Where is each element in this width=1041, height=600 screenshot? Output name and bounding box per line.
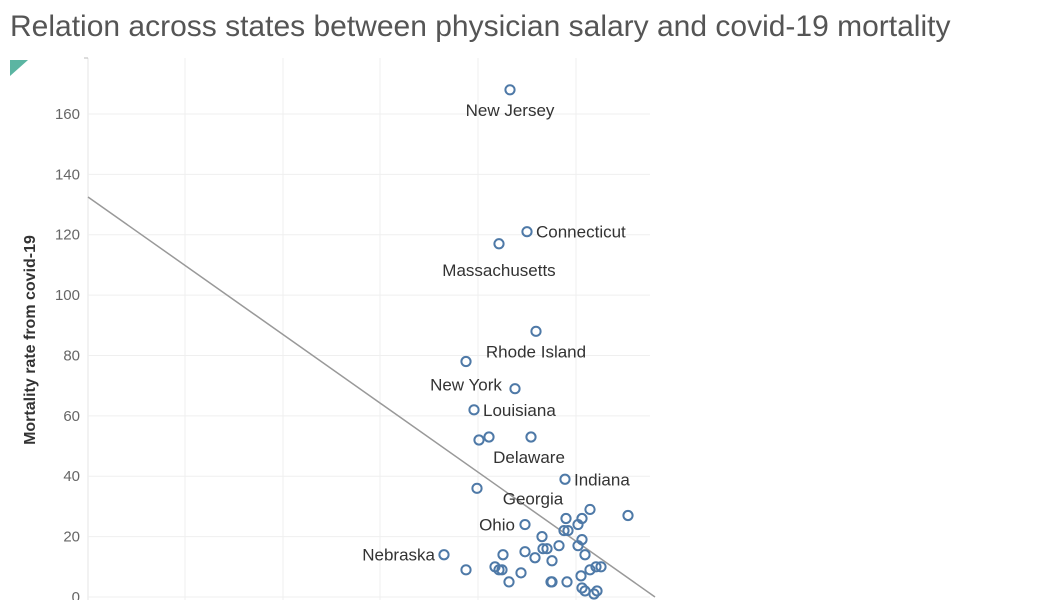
data-point[interactable] [471,482,483,494]
data-point[interactable] [504,84,516,96]
data-point[interactable] [561,576,573,588]
y-tick-label: 80 [63,347,80,364]
data-point[interactable] [537,543,549,555]
point-label: Louisiana [483,401,556,420]
data-point[interactable] [529,552,541,564]
y-tick-label: 20 [63,529,80,546]
trend-line [87,196,656,598]
data-point[interactable] [558,524,570,537]
data-point[interactable] [546,555,558,567]
horizontal-gridlines [88,113,650,598]
data-point[interactable] [515,567,527,579]
data-point[interactable] [530,325,542,337]
y-axis-ticks: 0 20 40 60 80 100 120 140 160 [55,106,80,600]
data-point[interactable] [572,518,584,531]
data-point[interactable] [541,543,553,555]
y-tick-label: 40 [63,468,80,485]
data-point[interactable] [493,238,505,250]
y-tick-label: 100 [55,287,80,304]
chart-title: Relation across states between physician… [10,10,951,43]
data-point[interactable] [519,518,531,531]
point-label: Delaware [493,448,565,467]
data-point[interactable] [588,588,600,600]
point-label: Rhode Island [486,342,586,361]
data-point[interactable] [576,582,588,594]
data-point[interactable] [590,561,602,573]
trend-line-group [87,196,656,598]
y-tick-label: 120 [55,227,80,244]
data-point[interactable] [559,473,571,485]
data-point[interactable] [622,509,634,522]
y-tick-label: 60 [63,408,80,425]
data-point[interactable] [521,226,533,238]
data-point[interactable] [496,564,508,576]
point-labels: New Jersey Connecticut Massachusetts Rhode … [362,101,630,565]
data-point[interactable] [473,434,485,446]
data-point[interactable] [519,546,531,558]
data-point[interactable] [562,524,574,537]
data-points [438,84,634,600]
data-point[interactable] [584,564,596,576]
y-tick-label: 0 [72,589,80,600]
point-label: Indiana [574,470,630,489]
data-point[interactable] [509,383,521,395]
data-point[interactable] [525,431,537,443]
vertical-gridlines [84,57,577,600]
data-point[interactable] [579,549,591,561]
data-point[interactable] [595,561,607,573]
point-label: New York [430,376,502,395]
data-point[interactable] [468,404,480,416]
data-point[interactable] [460,564,472,576]
point-label: Nebraska [362,546,435,565]
corner-marker-icon [10,60,28,76]
data-point[interactable] [438,549,450,561]
point-label: New Jersey [466,101,555,120]
data-point[interactable] [553,540,565,552]
data-point[interactable] [575,570,587,582]
data-point[interactable] [460,355,472,368]
y-tick-label: 140 [55,166,80,183]
data-point[interactable] [483,431,495,443]
data-point[interactable] [560,512,572,525]
data-point[interactable] [572,540,584,552]
point-label: Massachusetts [442,261,555,280]
data-point[interactable] [497,549,509,561]
data-point[interactable] [536,531,548,543]
point-label: Ohio [479,516,515,535]
point-label: Georgia [503,490,564,509]
data-point[interactable] [546,576,558,588]
point-label: Connecticut [536,223,626,242]
data-point[interactable] [503,576,515,588]
y-tick-label: 160 [55,106,80,123]
data-point[interactable] [591,585,603,597]
data-point[interactable] [584,503,596,516]
